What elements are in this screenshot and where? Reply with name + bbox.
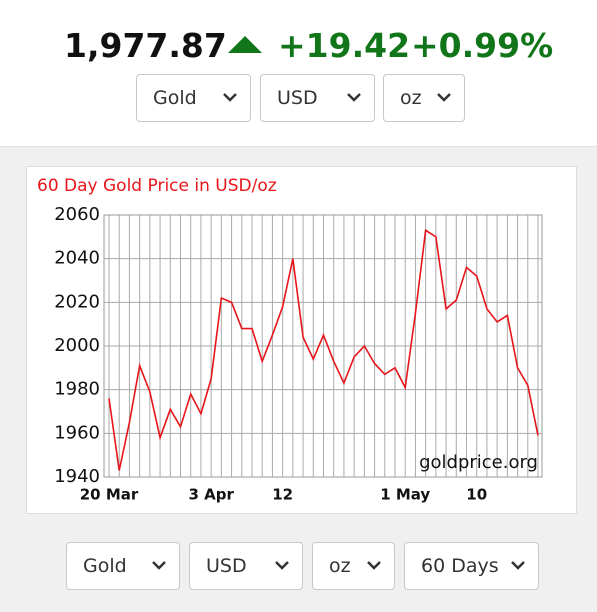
chart-box: 60 Day Gold Price in USD/oz 1940 1960 1980 2… <box>26 166 577 514</box>
chevron <box>275 561 289 570</box>
dropdown-label: oz <box>400 87 422 109</box>
x-tick-label: 10 <box>466 486 487 504</box>
chart-title: 60 Day Gold Price in USD/oz <box>37 176 277 196</box>
y-tick-label: 1960 <box>54 422 100 443</box>
change-pct: +0.99% <box>411 26 554 65</box>
y-tick-label: 2020 <box>54 291 100 312</box>
chevron <box>347 93 361 102</box>
chevron <box>152 561 166 570</box>
y-tick-label: 1980 <box>54 379 100 400</box>
watermark: goldprice.org <box>419 452 538 473</box>
dropdown[interactable]: USD <box>189 542 303 590</box>
dropdown-label: USD <box>206 555 247 577</box>
y-tick-label: 2000 <box>54 335 100 356</box>
header: 1,977.87 +19.42 +0.99% <box>0 0 597 147</box>
chart: 60 Day Gold Price in USD/oz 1940 1960 1980 2… <box>37 176 543 504</box>
dropdown[interactable]: oz <box>383 74 465 122</box>
dropdown[interactable]: oz <box>312 542 395 590</box>
chevron <box>223 93 237 102</box>
change: +19.42 <box>278 26 411 65</box>
x-tick-label: 12 <box>272 486 293 504</box>
plot-border <box>103 214 543 478</box>
dropdown[interactable]: Gold <box>66 542 180 590</box>
dropdown-label: USD <box>277 87 318 109</box>
dropdown-label: 60 Days <box>421 555 499 577</box>
y-tick-label: 1940 <box>54 466 100 487</box>
x-tick-label: 1 May <box>380 486 430 504</box>
dropdown[interactable]: USD <box>260 74 375 122</box>
dropdown[interactable]: Gold <box>136 74 251 122</box>
x-tick-label: 3 Apr <box>188 486 234 504</box>
dropdown-label: Gold <box>153 87 197 109</box>
chevron <box>511 561 525 570</box>
dropdown[interactable]: 60 Days <box>404 542 539 590</box>
line <box>108 228 539 471</box>
dropdown-label: oz <box>329 555 351 577</box>
y-tick-label: 2060 <box>54 204 100 225</box>
chevron <box>437 93 451 102</box>
price: 1,977.87 <box>64 26 227 65</box>
dropdown-label: Gold <box>83 555 127 577</box>
chevron <box>367 561 381 570</box>
up-arrow <box>228 36 262 53</box>
y-tick-label: 2040 <box>54 248 100 269</box>
x-tick-label: 20 Mar <box>80 486 139 504</box>
